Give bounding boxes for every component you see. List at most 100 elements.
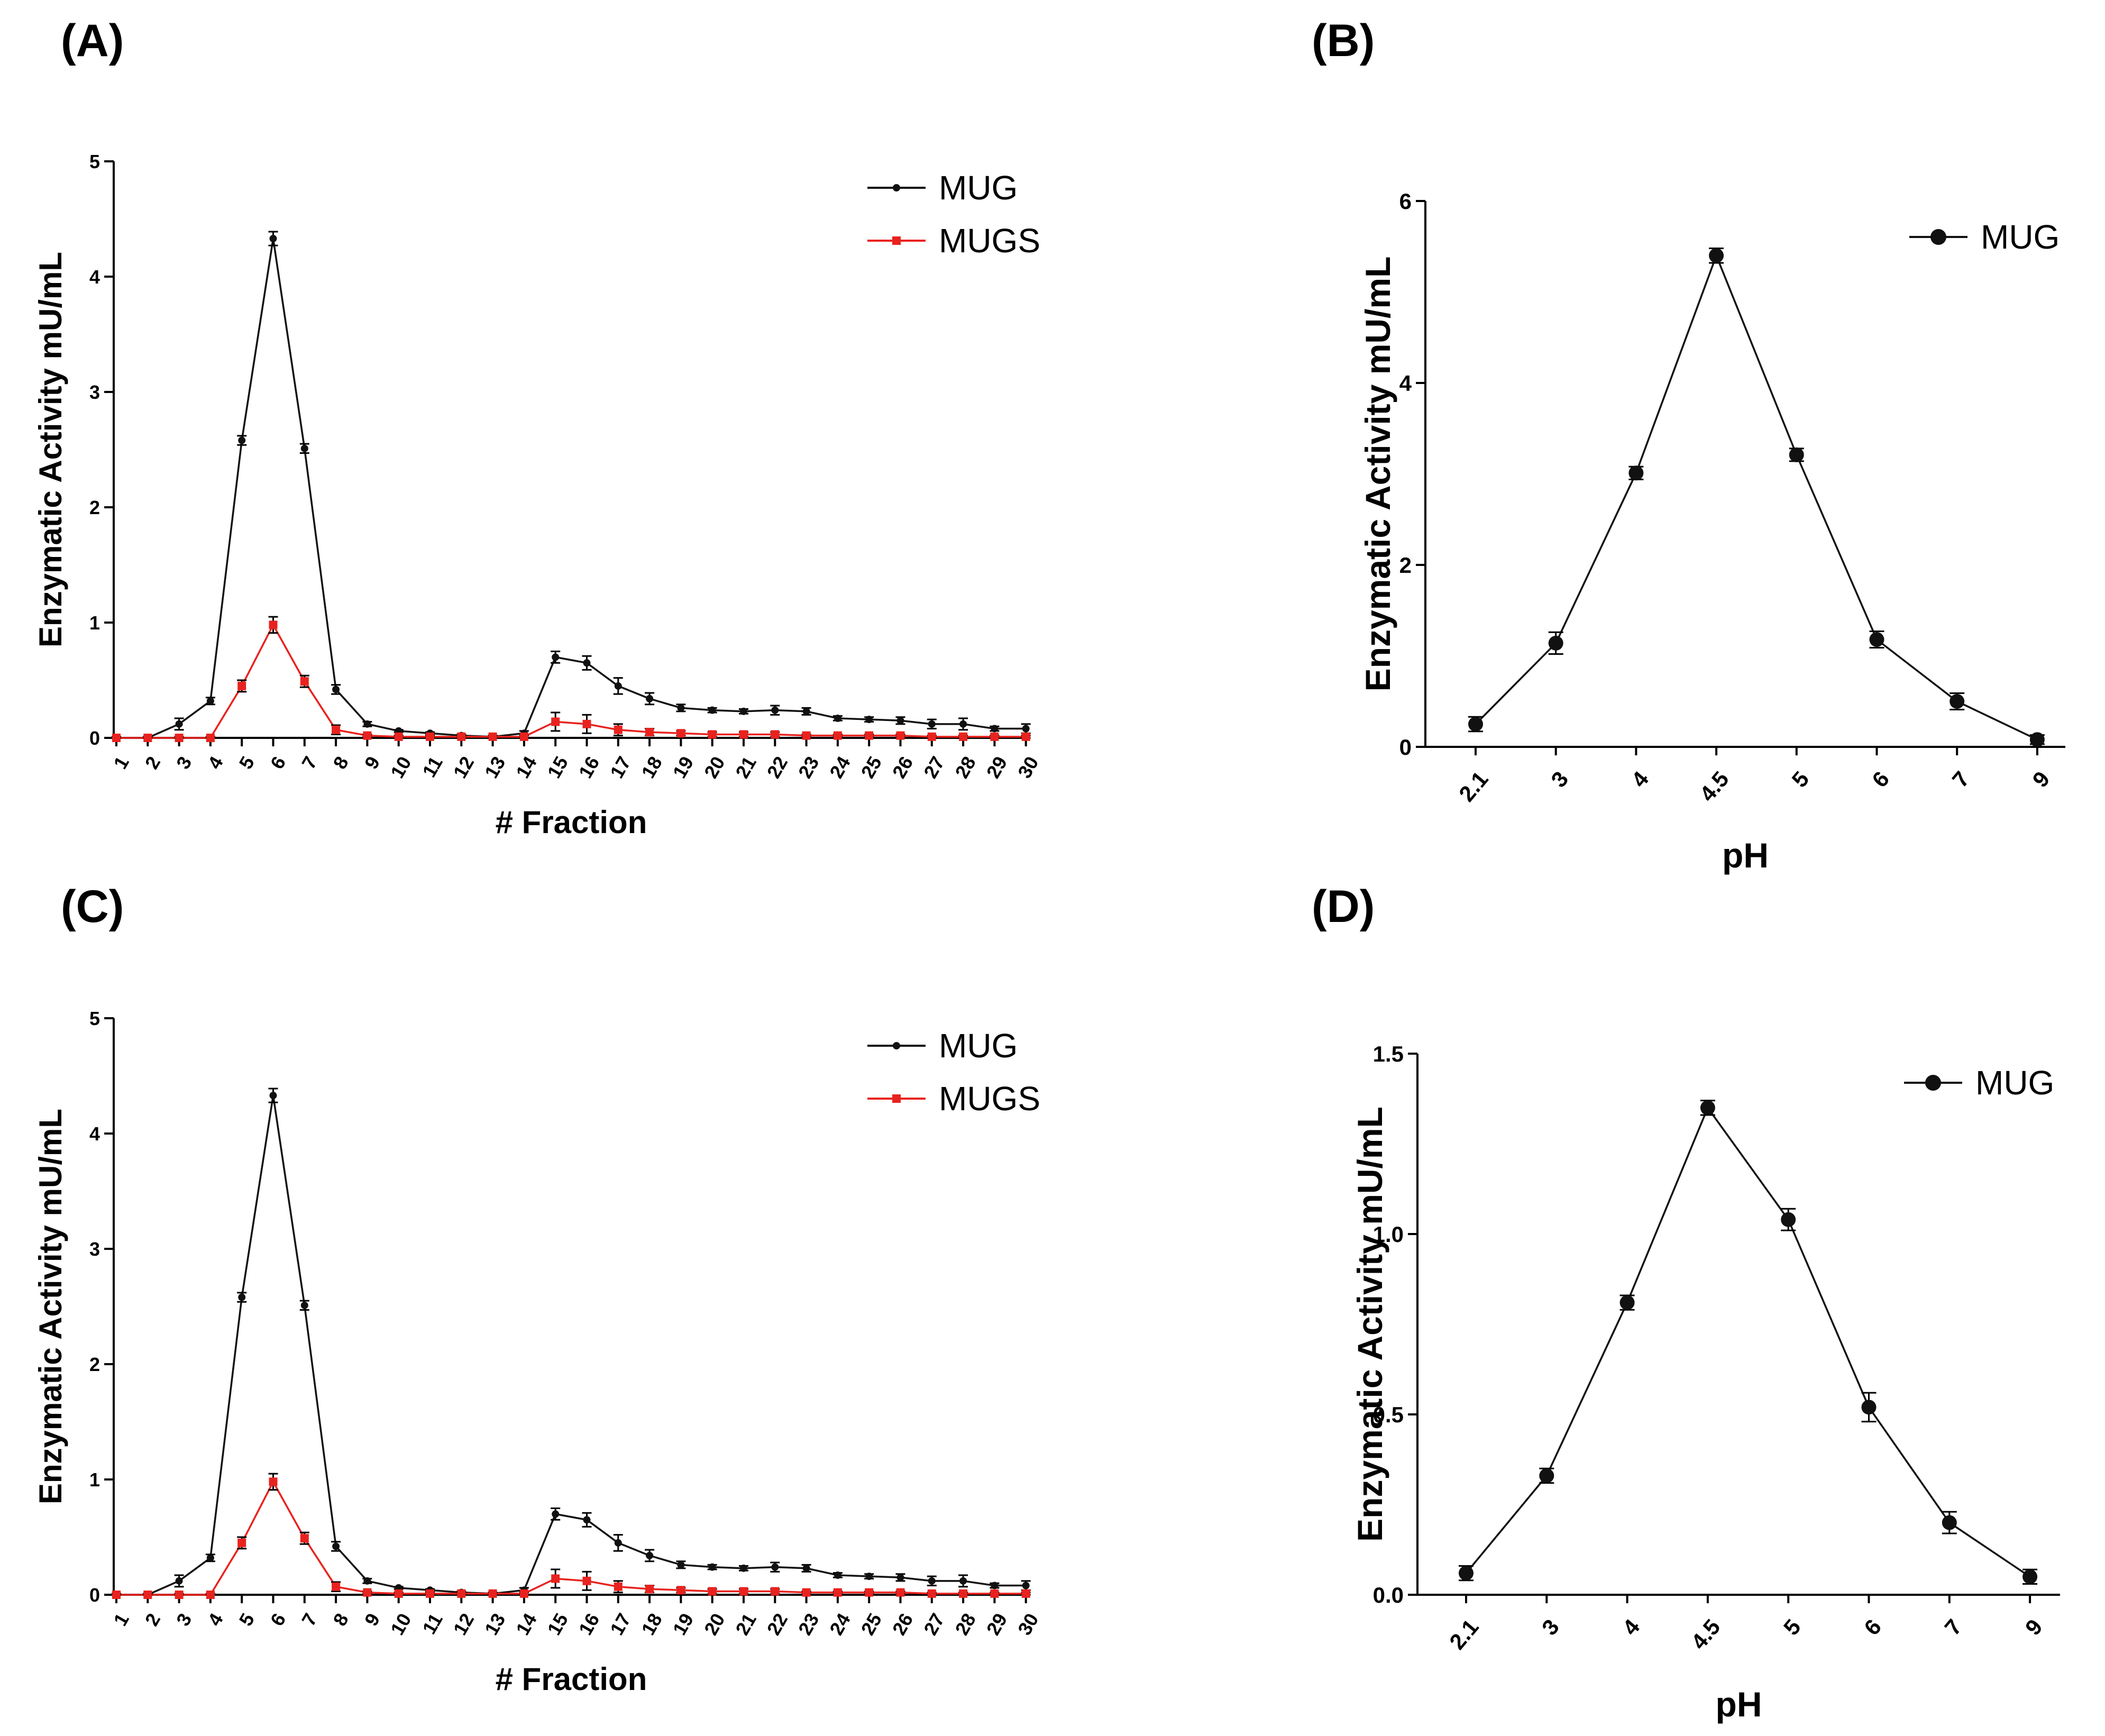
data-point: [1021, 1589, 1030, 1598]
data-point: [269, 1092, 277, 1100]
series-line-mug: [116, 238, 1026, 739]
x-tick-label: 11: [418, 753, 447, 781]
data-point: [614, 725, 623, 734]
data-point: [143, 1591, 152, 1599]
data-point: [740, 1564, 747, 1572]
x-tick-label: 13: [480, 1610, 510, 1639]
legend-marker: [893, 1042, 900, 1049]
data-point: [834, 1571, 841, 1579]
data-point: [2029, 732, 2045, 747]
x-tick-label: 5: [1779, 1614, 1806, 1640]
x-tick-label: 20: [700, 753, 729, 782]
data-point: [237, 1538, 246, 1547]
x-tick-label: 26: [888, 1610, 918, 1639]
data-point: [896, 1588, 905, 1597]
data-point: [802, 1564, 810, 1572]
data-point: [426, 732, 434, 741]
y-tick-label: 3: [89, 1238, 100, 1260]
data-point: [1789, 447, 1804, 462]
data-point: [708, 706, 716, 714]
x-tick-label: 29: [982, 753, 1012, 782]
y-axis-label: Enzymatic Activity mU/mL: [1350, 1107, 1389, 1542]
x-tick-label: 7: [1939, 1614, 1966, 1640]
data-point: [363, 1577, 371, 1585]
y-axis-label: Enzymatic Activity mU/mL: [33, 252, 68, 647]
series-line-mug: [1475, 253, 2038, 741]
y-tick-label: 5: [89, 1008, 100, 1029]
x-tick-label: 1: [109, 1610, 133, 1630]
x-tick-label: 6: [1859, 1614, 1886, 1640]
data-point: [332, 1582, 341, 1591]
data-point: [739, 730, 748, 739]
chart-panel-2: 0 2 4 6 2.1 3 4 4.5 5 6 7 9 pH Enzymatic Activity mU/…: [1358, 189, 2065, 875]
data-point: [238, 436, 246, 444]
data-point: [928, 720, 936, 728]
data-point: [175, 734, 184, 742]
series-mug: [1468, 247, 2045, 747]
data-point: [426, 1589, 434, 1598]
data-point: [1781, 1212, 1796, 1227]
data-point: [708, 1563, 716, 1571]
data-point: [394, 732, 403, 741]
x-tick-label: 21: [731, 753, 761, 782]
x-tick-label: 8: [328, 753, 353, 773]
x-tick-label: 6: [266, 753, 290, 773]
data-point: [896, 717, 904, 725]
y-tick-label: 0.0: [1373, 1583, 1404, 1607]
data-point: [676, 729, 685, 738]
data-point: [646, 1551, 654, 1559]
data-point: [1628, 465, 1644, 481]
series-mugs: [112, 616, 1031, 742]
x-tick-label: 2.1: [1444, 1614, 1484, 1654]
legend-label: MUG: [1975, 1064, 2054, 1102]
data-point: [990, 1589, 999, 1598]
x-tick-label: 5: [235, 753, 259, 773]
y-axis-label: Enzymatic Activity mU/mL: [1358, 257, 1397, 692]
x-tick-label: 13: [480, 753, 510, 782]
data-point: [457, 732, 466, 741]
data-point: [206, 1591, 215, 1599]
x-axis-label: pH: [1722, 836, 1769, 875]
y-tick-label: 0.5: [1373, 1402, 1404, 1427]
legend-label: MUG: [939, 169, 1018, 207]
x-tick-label: 4: [1626, 766, 1653, 792]
x-tick-label: 2: [141, 1610, 165, 1630]
data-point: [834, 714, 841, 722]
data-point: [1539, 1468, 1554, 1483]
y-tick-label: 1.5: [1373, 1041, 1404, 1066]
y-tick-label: 4: [89, 1123, 100, 1145]
x-tick-label: 23: [794, 753, 823, 782]
data-point: [1468, 717, 1483, 732]
x-tick-label: 30: [1013, 753, 1043, 782]
series-mug: [112, 1088, 1031, 1598]
data-point: [552, 1510, 560, 1518]
y-axis-label: Enzymatic Activity mU/mL: [33, 1109, 68, 1504]
data-point: [771, 1563, 779, 1571]
x-tick-label: 3: [172, 1610, 196, 1630]
y-tick-label: 5: [89, 151, 100, 172]
data-point: [457, 1589, 466, 1598]
x-tick-label: 11: [418, 1610, 447, 1638]
data-point: [896, 731, 905, 740]
series-line-mug: [116, 1095, 1026, 1596]
data-point: [927, 732, 936, 741]
x-tick-label: 7: [297, 1610, 322, 1630]
panel-label-c: (C): [61, 881, 124, 932]
data-point: [1861, 1400, 1877, 1415]
x-tick-label: 16: [574, 753, 604, 782]
data-point: [865, 731, 874, 740]
data-point: [677, 1561, 685, 1569]
data-point: [1709, 248, 1724, 263]
x-tick-label: 18: [637, 753, 666, 782]
data-point: [519, 1589, 528, 1598]
y-tick-label: 4: [1399, 371, 1412, 396]
x-tick-label: 8: [328, 1610, 353, 1630]
x-tick-label: 12: [449, 1610, 479, 1639]
legend-marker: [893, 184, 900, 191]
data-point: [1619, 1295, 1635, 1310]
data-point: [677, 704, 685, 712]
data-point: [363, 720, 371, 728]
x-tick-label: 3: [1546, 766, 1573, 792]
x-tick-label: 1: [109, 753, 133, 773]
x-tick-label: 4.5: [1686, 1614, 1725, 1654]
